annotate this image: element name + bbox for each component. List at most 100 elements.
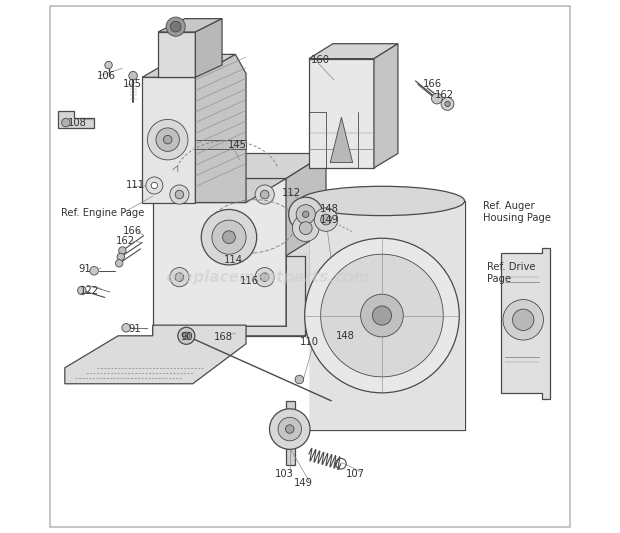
Circle shape — [202, 209, 257, 265]
Text: 148: 148 — [335, 331, 355, 341]
Text: 91: 91 — [78, 264, 91, 274]
Text: 168: 168 — [214, 332, 233, 342]
Circle shape — [223, 231, 236, 244]
Polygon shape — [158, 32, 195, 77]
Text: 114: 114 — [224, 255, 242, 265]
Text: 166: 166 — [423, 79, 442, 89]
Circle shape — [151, 182, 157, 189]
Circle shape — [255, 185, 274, 204]
Text: 166: 166 — [122, 226, 141, 236]
Circle shape — [321, 254, 443, 377]
Text: 106: 106 — [97, 71, 116, 80]
Circle shape — [314, 208, 338, 231]
Circle shape — [503, 300, 544, 340]
Circle shape — [361, 294, 403, 337]
Circle shape — [148, 119, 188, 160]
Polygon shape — [309, 59, 374, 168]
Circle shape — [90, 266, 99, 275]
Polygon shape — [286, 401, 295, 465]
Circle shape — [122, 324, 130, 332]
Circle shape — [146, 177, 163, 194]
Text: 111: 111 — [126, 181, 145, 190]
Circle shape — [178, 327, 195, 344]
Text: Ref. Auger
Housing Page: Ref. Auger Housing Page — [483, 201, 551, 223]
Text: 160: 160 — [311, 55, 330, 64]
Polygon shape — [65, 325, 246, 384]
Circle shape — [183, 332, 190, 340]
Circle shape — [212, 220, 246, 254]
Circle shape — [78, 286, 86, 295]
Circle shape — [299, 222, 312, 235]
Polygon shape — [195, 19, 222, 77]
Text: 91: 91 — [129, 325, 141, 334]
Circle shape — [118, 247, 126, 254]
Text: 116: 116 — [240, 277, 259, 286]
Ellipse shape — [299, 186, 464, 215]
Polygon shape — [158, 19, 222, 32]
Circle shape — [296, 205, 316, 224]
Text: 105: 105 — [122, 79, 141, 88]
Circle shape — [170, 268, 189, 287]
Polygon shape — [142, 77, 195, 203]
Text: 108: 108 — [68, 118, 86, 127]
Text: 162: 162 — [435, 90, 454, 100]
Text: Ref. Drive
Page: Ref. Drive Page — [487, 262, 536, 284]
Text: 149: 149 — [294, 479, 313, 488]
Polygon shape — [310, 201, 464, 430]
Circle shape — [156, 128, 179, 151]
Circle shape — [278, 417, 301, 441]
Circle shape — [445, 101, 450, 107]
Circle shape — [117, 253, 125, 261]
Text: 145: 145 — [228, 140, 246, 150]
Circle shape — [293, 215, 319, 241]
Text: 149: 149 — [319, 215, 339, 224]
Circle shape — [432, 93, 442, 104]
Text: Ref. Engine Page: Ref. Engine Page — [61, 208, 144, 218]
Circle shape — [61, 118, 70, 127]
Text: 110: 110 — [299, 337, 319, 347]
Circle shape — [170, 21, 181, 32]
Circle shape — [175, 273, 184, 281]
Polygon shape — [142, 179, 286, 203]
Circle shape — [105, 61, 112, 69]
Circle shape — [164, 135, 172, 144]
Circle shape — [513, 309, 534, 330]
Polygon shape — [309, 44, 398, 59]
Polygon shape — [286, 154, 345, 256]
Circle shape — [285, 425, 294, 433]
Text: 107: 107 — [346, 470, 365, 479]
Circle shape — [260, 190, 269, 199]
Circle shape — [175, 190, 184, 199]
Circle shape — [304, 238, 459, 393]
Text: 103: 103 — [275, 470, 294, 479]
Bar — [195, 140, 246, 149]
Polygon shape — [153, 231, 334, 336]
Circle shape — [115, 260, 123, 267]
Circle shape — [270, 409, 310, 449]
Text: 148: 148 — [319, 204, 339, 214]
Circle shape — [129, 71, 137, 80]
Text: ereplacementparts.com: ereplacementparts.com — [165, 270, 370, 285]
Circle shape — [255, 268, 274, 287]
Polygon shape — [330, 117, 353, 163]
Circle shape — [170, 185, 189, 204]
Polygon shape — [195, 54, 246, 203]
Circle shape — [260, 273, 269, 281]
Text: 90: 90 — [180, 332, 193, 342]
Text: 162: 162 — [115, 237, 135, 246]
Polygon shape — [142, 54, 236, 77]
Circle shape — [441, 98, 454, 110]
Text: 122: 122 — [80, 286, 99, 296]
Circle shape — [289, 197, 323, 231]
Polygon shape — [501, 248, 550, 399]
Circle shape — [321, 214, 331, 225]
Polygon shape — [58, 111, 94, 128]
Polygon shape — [153, 179, 304, 336]
Circle shape — [166, 17, 185, 36]
Circle shape — [303, 211, 309, 217]
Polygon shape — [374, 44, 398, 168]
Circle shape — [295, 375, 304, 384]
Text: 112: 112 — [282, 188, 301, 198]
Polygon shape — [153, 154, 326, 179]
Circle shape — [373, 306, 392, 325]
